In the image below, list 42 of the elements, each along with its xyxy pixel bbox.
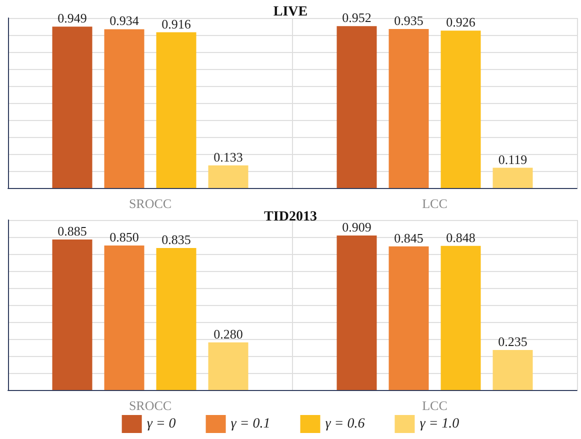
data-label: 0.885 — [58, 224, 87, 239]
bar — [388, 246, 429, 390]
bar — [336, 26, 377, 188]
bar — [440, 246, 481, 390]
x-tick-label: LCC — [422, 196, 448, 211]
data-label: 0.235 — [498, 334, 528, 350]
chart-title: TID2013 — [264, 210, 317, 224]
bar — [156, 248, 196, 390]
bar — [208, 165, 248, 188]
bar — [104, 246, 144, 390]
x-tick-label: LCC — [422, 398, 448, 413]
data-label: 0.280 — [214, 326, 243, 342]
legend-label: γ = 0 — [146, 416, 176, 432]
data-label: 0.133 — [214, 149, 243, 164]
data-label: 0.934 — [110, 13, 140, 28]
legend-label: γ = 0.1 — [230, 416, 270, 432]
bar — [208, 342, 248, 390]
bar — [156, 32, 196, 188]
bar — [336, 235, 377, 390]
data-label: 0.119 — [498, 152, 528, 167]
data-label: 0.916 — [162, 16, 192, 32]
legend-label: γ = 1.0 — [420, 416, 460, 432]
bar — [492, 350, 533, 390]
data-label: 0.952 — [342, 10, 372, 26]
bar — [52, 240, 92, 390]
bar — [388, 29, 429, 188]
data-label: 0.845 — [394, 230, 424, 246]
data-label: 0.850 — [110, 230, 139, 244]
x-tick-label: SROCC — [128, 398, 172, 413]
data-label: 0.909 — [342, 219, 372, 234]
data-label: 0.935 — [394, 13, 424, 28]
legend-label: γ = 0.6 — [325, 416, 365, 432]
x-tick-label: SROCC — [128, 196, 172, 211]
bar — [52, 26, 92, 188]
data-label: 0.835 — [162, 232, 191, 248]
data-label: 0.848 — [446, 230, 476, 245]
bar — [492, 168, 533, 188]
chart-title: LIVE — [273, 4, 308, 20]
data-label: 0.926 — [446, 14, 476, 30]
data-label: 0.949 — [58, 10, 87, 26]
bar — [104, 29, 144, 188]
bar — [440, 30, 481, 188]
